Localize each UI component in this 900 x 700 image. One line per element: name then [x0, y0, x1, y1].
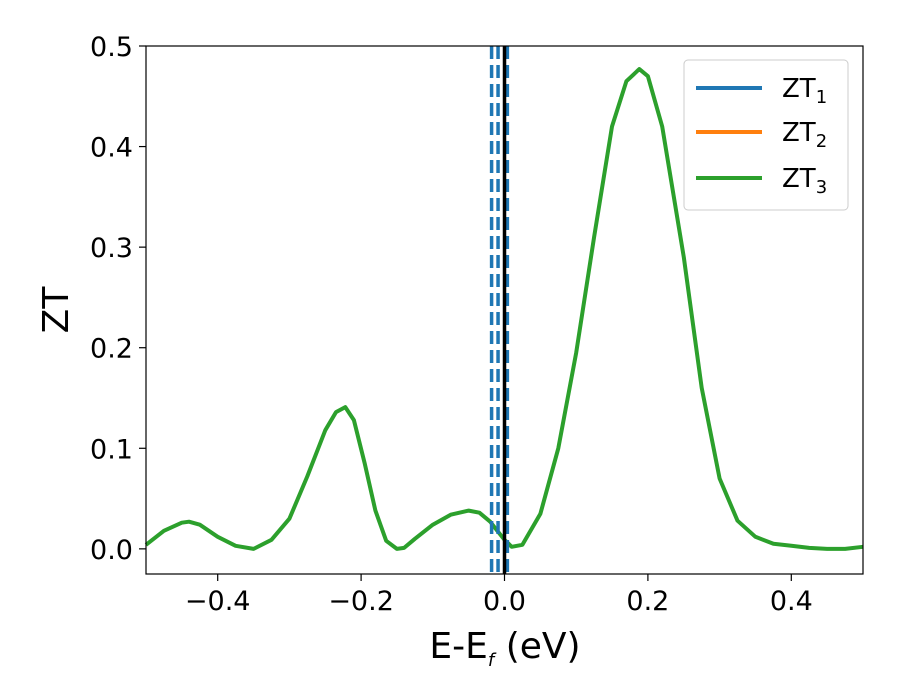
x-axis: −0.4 −0.2 0.0 0.2 0.4 [185, 574, 813, 617]
legend-label-zt1: ZT1 [782, 74, 827, 108]
legend-frame [683, 59, 849, 211]
legend: ZT1 ZT2 ZT3 [683, 59, 849, 211]
legend-label-zt3: ZT3 [782, 164, 827, 198]
x-tick-label: −0.2 [328, 586, 394, 617]
legend-label-zt2: ZT2 [782, 118, 827, 152]
y-tick-label: 0.4 [90, 133, 133, 164]
y-tick-label: 0.5 [90, 32, 133, 63]
legend-entry-zt2: ZT2 [696, 118, 827, 152]
x-tick-label: 0.0 [483, 586, 526, 617]
y-tick-label: 0.0 [90, 535, 133, 566]
y-tick-label: 0.1 [90, 434, 133, 465]
x-axis-label: E-Ef (eV) [429, 626, 580, 671]
legend-entry-zt3: ZT3 [696, 164, 827, 198]
y-axis: 0.0 0.1 0.2 0.3 0.4 0.5 [90, 32, 146, 566]
series-line-zt3 [144, 67, 864, 551]
y-tick-label: 0.3 [90, 233, 133, 264]
y-tick-label: 0.2 [90, 334, 133, 365]
x-tick-label: 0.2 [626, 586, 669, 617]
legend-entry-zt1: ZT1 [696, 74, 827, 108]
y-axis-label: ZT [36, 286, 77, 334]
x-tick-label: −0.4 [185, 586, 251, 617]
x-tick-label: 0.4 [770, 586, 813, 617]
